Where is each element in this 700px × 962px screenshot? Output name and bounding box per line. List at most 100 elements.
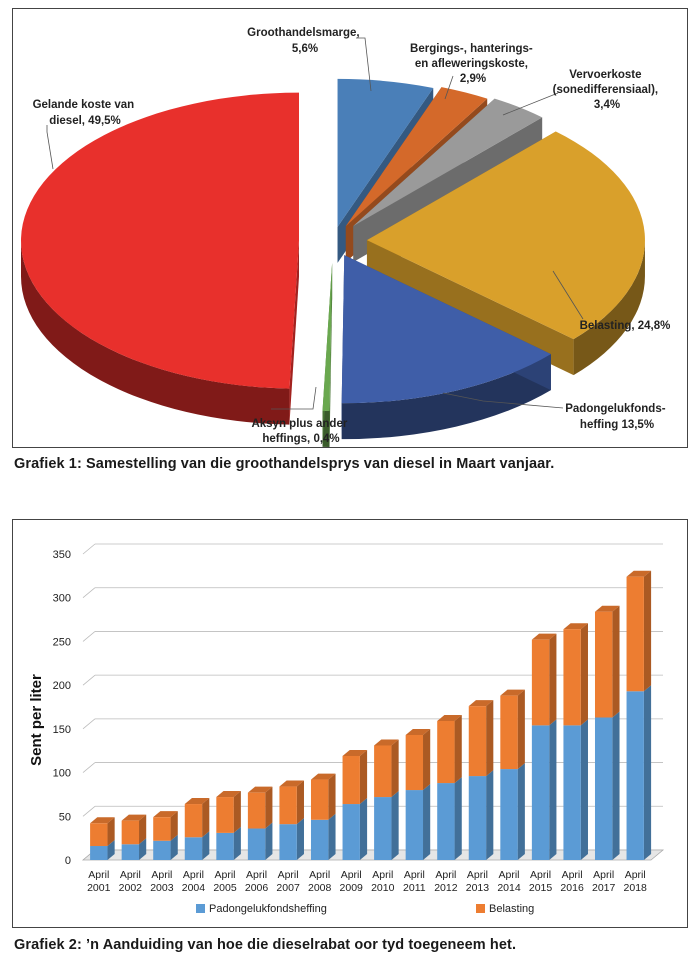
caption-grafiek-2: Grafiek 2: ’n Aanduiding van hoe die die… [14, 937, 517, 953]
pie-slice-top [366, 131, 645, 340]
x-tick-label: April 2007 [276, 869, 300, 894]
bar-top [563, 623, 588, 630]
bar-side [454, 714, 462, 784]
grid-diagonal [82, 718, 96, 730]
pie-slice-top [345, 87, 488, 227]
bar-side [139, 838, 147, 860]
bar-side [265, 822, 273, 860]
bar-front [121, 820, 140, 845]
bar-side [391, 739, 399, 798]
y-tick-label: 200 [53, 680, 71, 692]
bar-front [468, 776, 487, 860]
x-tick-label: April 2005 [213, 869, 237, 894]
x-tick-label: April 2006 [245, 869, 269, 894]
bar-side [265, 786, 273, 829]
bar-segment-belasting [121, 814, 147, 845]
pie-slices [21, 78, 645, 447]
y-tick-label: 100 [53, 768, 71, 780]
y-tick-label: 350 [53, 549, 71, 561]
x-tick-label: April 2008 [308, 869, 332, 894]
x-tick-label: April 2001 [87, 869, 111, 894]
pie-slice-5 [322, 262, 333, 447]
bar-segment-belasting [500, 689, 525, 770]
x-tick-label: April 2017 [592, 869, 616, 894]
bar-front [247, 828, 266, 860]
leader-line-berging [444, 75, 454, 100]
bar-front [184, 804, 203, 838]
bar-front [531, 639, 550, 726]
bar-segment-belasting [90, 817, 115, 847]
bar-segment-padongeluk [121, 838, 147, 860]
bar-segment-belasting [437, 714, 462, 784]
bar-side [580, 623, 588, 726]
legend-label-belasting: Belasting [489, 903, 534, 915]
bar-top [468, 700, 494, 707]
legend-label-padongeluk: Padongelukfondsheffing [209, 903, 327, 915]
bar-front [594, 611, 613, 718]
x-axis-ticks: April 2001 April 2002 April 2003 April 2004 Apri… [87, 869, 647, 894]
bar-segment-belasting [279, 780, 304, 825]
bar-front [247, 792, 266, 829]
bar-side [549, 719, 557, 860]
bar-side [107, 840, 115, 860]
bar-front [626, 691, 644, 860]
label-vervoer: Vervoerkoste (sonedifferensiaal), 3,4% [553, 69, 662, 111]
leader-line-gelande [46, 125, 54, 170]
bar-top [310, 773, 336, 780]
bar-front [468, 706, 487, 777]
bar-segment-belasting [374, 739, 399, 798]
bar-front [374, 797, 392, 860]
bar-top [594, 605, 620, 612]
bar-segment-belasting [342, 749, 368, 805]
bar-segment-padongeluk [247, 822, 273, 860]
bar-top [342, 749, 368, 756]
pie-wall [21, 240, 290, 425]
grid-diagonal [82, 543, 96, 555]
bar-side [296, 780, 304, 825]
x-tick-label: April 2009 [340, 869, 364, 894]
bar-front [342, 804, 360, 860]
bar-segment-belasting [216, 791, 241, 833]
y-tick-label: 250 [53, 636, 71, 648]
bar-segment-belasting [626, 570, 652, 692]
bar-segment-padongeluk [90, 840, 115, 860]
bar-side [170, 811, 178, 841]
label-groothandel: Groothandelsmarge, 5,6% [247, 27, 363, 55]
bar-front [216, 797, 234, 833]
bar-segment-padongeluk [405, 784, 431, 860]
x-tick-label: April 2012 [434, 869, 458, 894]
leader-line-groothandel [356, 37, 372, 92]
bar-side [517, 689, 525, 770]
grid-diagonal [82, 762, 96, 773]
bar-front [531, 725, 550, 860]
pie-wall [573, 240, 645, 376]
pie-slice-top [337, 78, 434, 227]
bar-front [216, 832, 234, 860]
x-tick-label: April 2011 [403, 869, 426, 894]
bar-segment-padongeluk [437, 777, 462, 860]
pie-slice-top [341, 255, 551, 404]
bar-side [233, 826, 241, 860]
bar-front [90, 846, 108, 860]
bar-top [500, 689, 525, 696]
bar-front [563, 629, 581, 726]
bar-top [247, 786, 273, 793]
bar-side [549, 633, 557, 726]
pie-wall [341, 354, 551, 440]
bar-segment-belasting [153, 811, 178, 841]
bar-segment-belasting [184, 798, 210, 838]
bar-segment-padongeluk [374, 791, 399, 860]
x-tick-label: April 2013 [466, 869, 490, 894]
pie-slice-6 [21, 92, 300, 425]
bar-front [90, 823, 108, 847]
pie-chart: Groothandelsmarge, 5,6% Bergings-, hante… [21, 27, 670, 447]
bar-side [486, 770, 494, 860]
bar-side [328, 773, 336, 820]
bar-side [359, 749, 368, 805]
bar-side [391, 791, 399, 860]
bar-top [374, 739, 399, 746]
bar-side [643, 685, 652, 860]
bar-side [486, 700, 494, 777]
bar-top [184, 798, 210, 805]
bar-segment-belasting [247, 786, 273, 829]
